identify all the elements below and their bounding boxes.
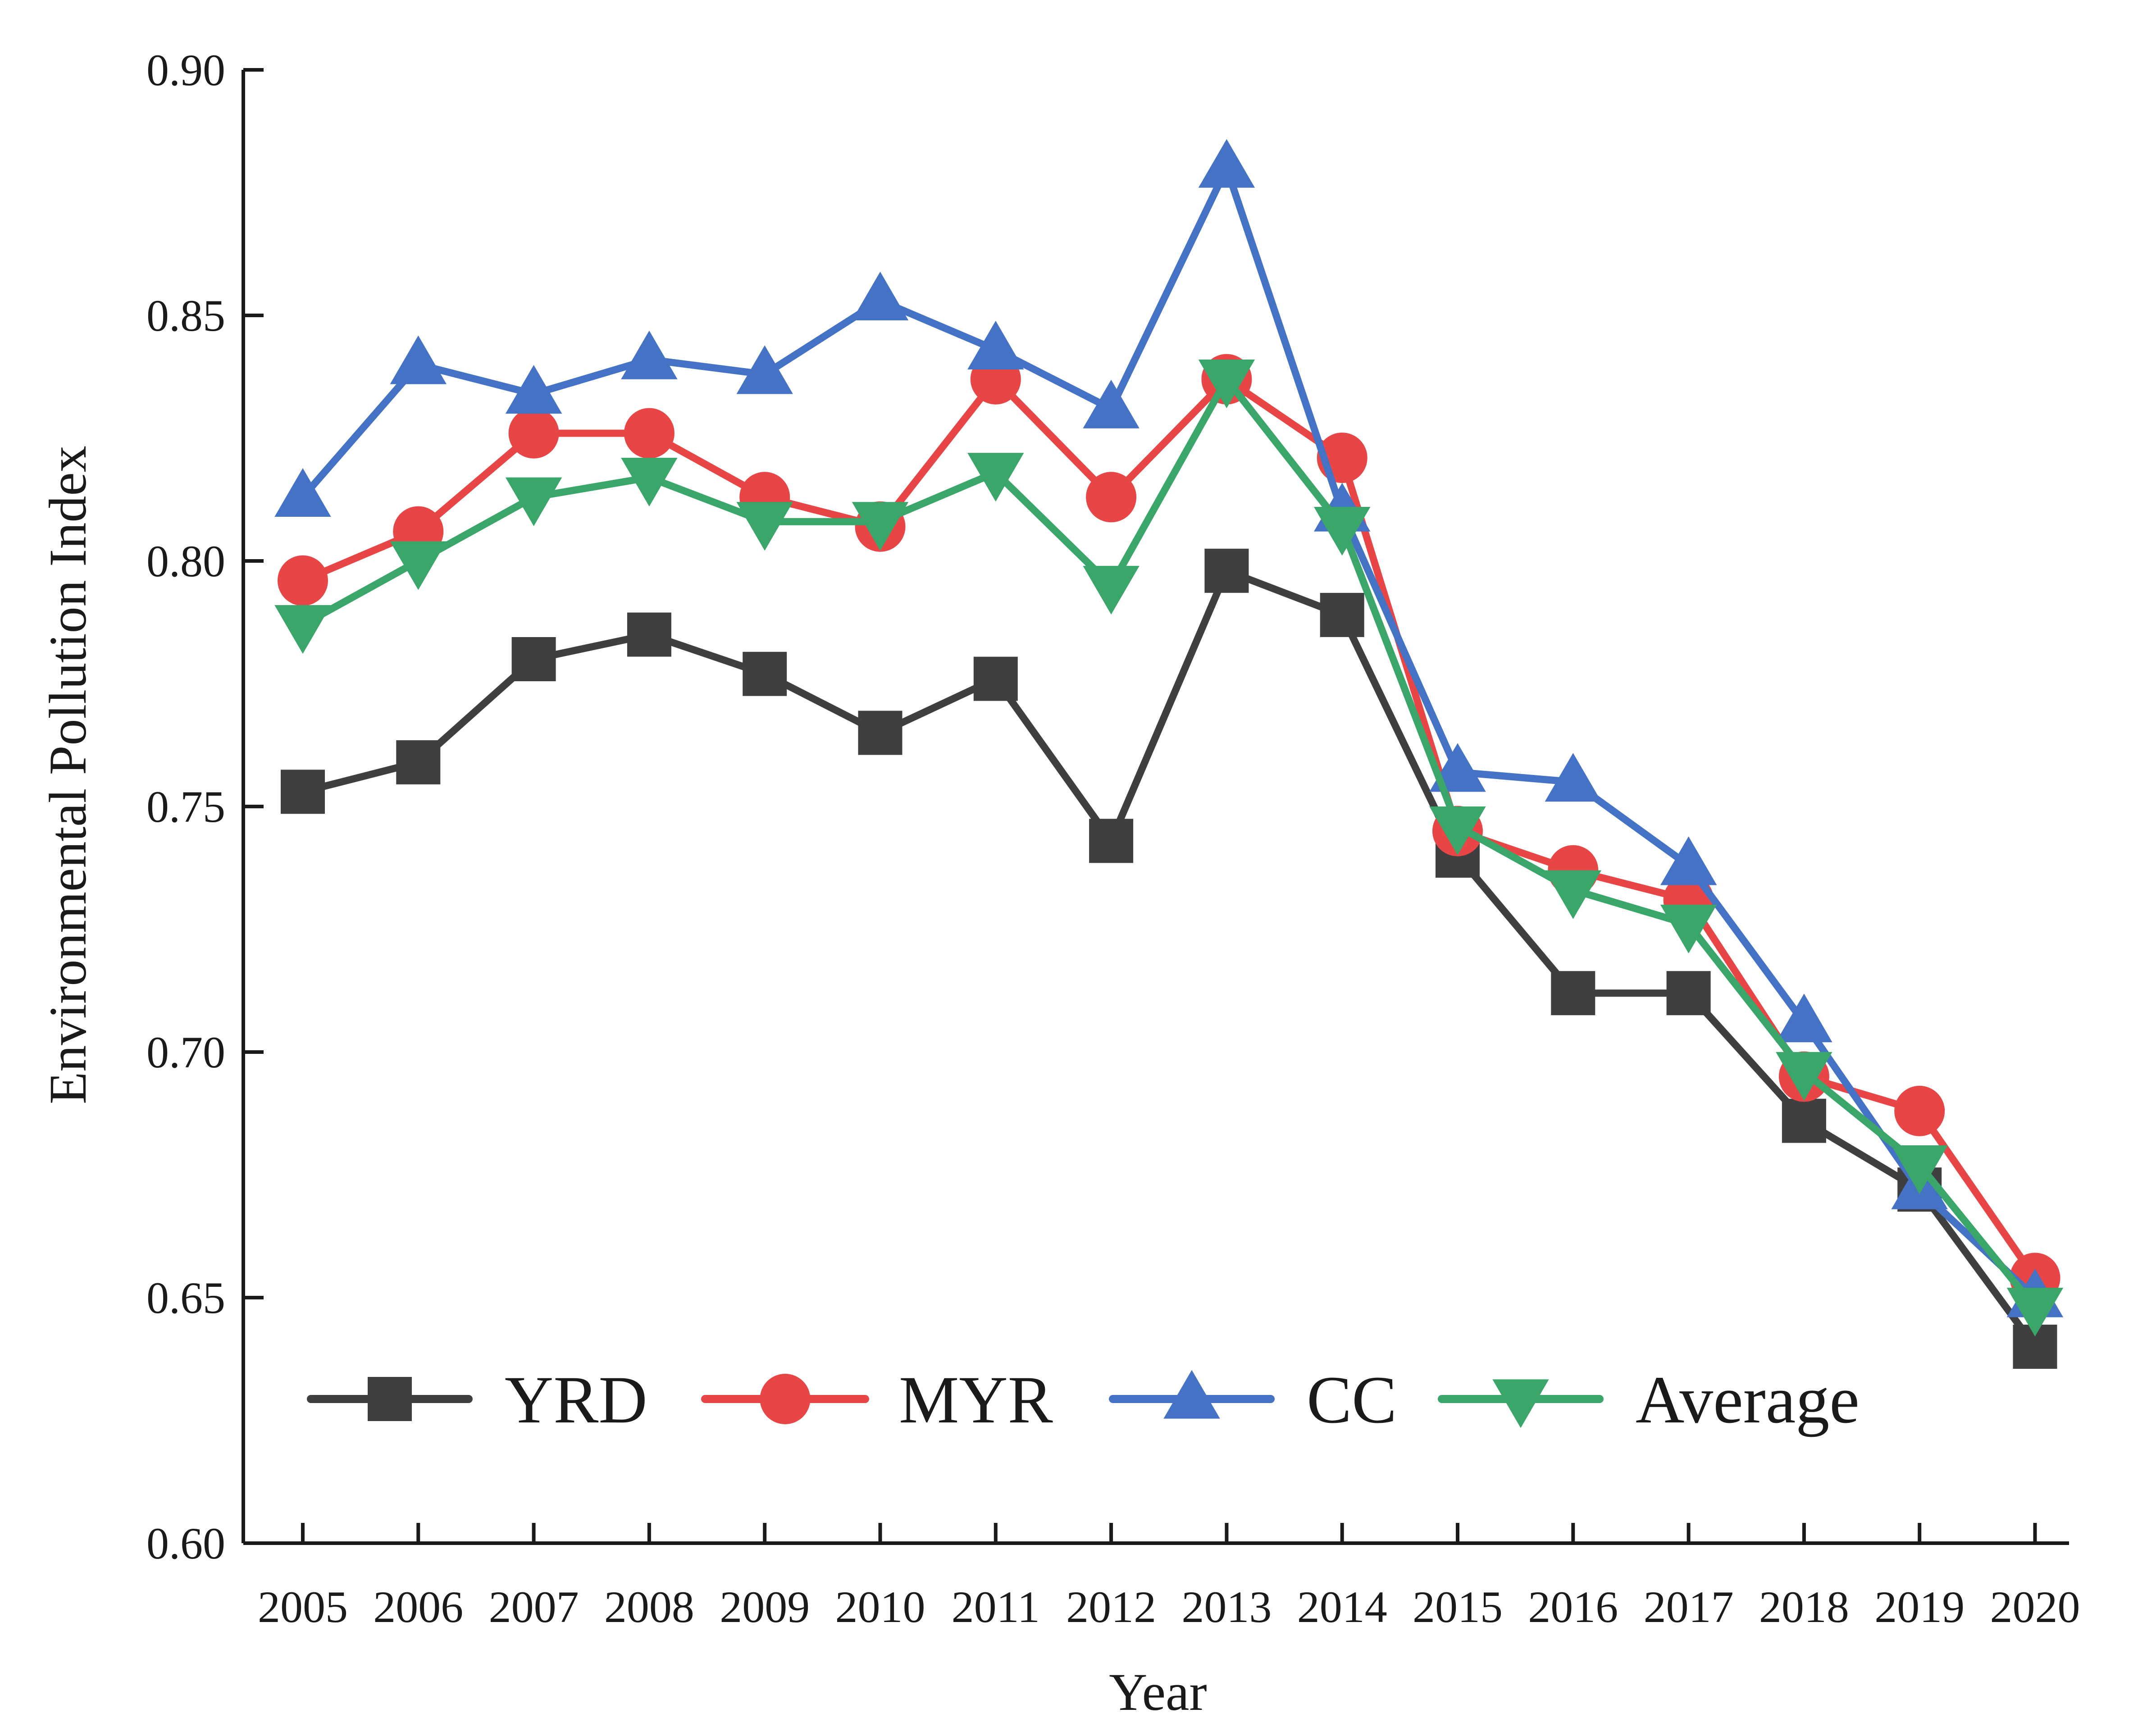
- data-point-average: [274, 605, 331, 654]
- axes: [242, 70, 2069, 1545]
- x-tick-label: 2015: [1413, 1582, 1503, 1632]
- legend-item-myr: MYR: [701, 1362, 1053, 1437]
- data-point-average: [2006, 1288, 2064, 1337]
- data-point-yrd: [1666, 971, 1711, 1016]
- data-point-yrd: [858, 711, 903, 755]
- data-point-yrd: [1089, 819, 1134, 863]
- y-tick-label: 0.80: [146, 536, 225, 586]
- series-line-average: [299, 375, 2039, 1311]
- y-tick-label: 0.85: [146, 291, 225, 341]
- x-tick-label: 2009: [720, 1582, 810, 1632]
- legend-label-yrd: YRD: [505, 1362, 647, 1437]
- data-point-average: [505, 477, 562, 526]
- data-point-yrd: [1204, 548, 1249, 593]
- data-point-yrd: [973, 656, 1018, 701]
- data-point-yrd: [743, 652, 787, 696]
- x-tick-label: 2006: [373, 1582, 463, 1632]
- data-point-yrd: [627, 612, 671, 657]
- data-point-average: [1660, 904, 1717, 953]
- x-tick-label: 2013: [1181, 1582, 1272, 1632]
- data-point-average: [1083, 565, 1140, 615]
- data-point-average: [736, 502, 793, 551]
- series-line-cc: [299, 164, 2039, 1301]
- y-tick-label: 0.60: [146, 1518, 225, 1568]
- legend-marker-average: [1492, 1379, 1549, 1428]
- x-tick-label: 2020: [1990, 1582, 2080, 1632]
- legend-label-average: Average: [1636, 1362, 1860, 1437]
- series-line-myr: [299, 375, 2039, 1282]
- data-point-average: [1313, 507, 1371, 556]
- y-ticks: 0.60 0.65 0.70 0.75 0.80 0.85 0.90: [146, 45, 264, 1568]
- data-point-cc: [274, 468, 331, 517]
- data-point-cc: [1198, 139, 1255, 188]
- data-point-average: [621, 458, 678, 507]
- data-point-myr: [624, 408, 675, 459]
- data-point-yrd: [1551, 971, 1595, 1016]
- data-point-average: [390, 541, 447, 590]
- x-tick-label: 2014: [1297, 1582, 1387, 1632]
- x-ticks: 2005 2006 2007 2008 2009 2010 2011 2012 2013 2014…: [258, 1523, 2080, 1632]
- data-point-yrd: [281, 770, 325, 814]
- data-point-cc: [1545, 753, 1602, 802]
- y-tick-label: 0.75: [146, 782, 225, 832]
- data-point-average: [852, 502, 909, 551]
- legend-marker-myr: [760, 1374, 811, 1424]
- data-point-yrd: [1782, 1098, 1826, 1143]
- data-point-average: [1198, 360, 1255, 409]
- data-point-cc: [1660, 836, 1717, 885]
- legend-item-yrd: YRD: [307, 1362, 647, 1437]
- data-point-average: [1891, 1145, 1948, 1194]
- data-point-myr: [1894, 1085, 1945, 1136]
- x-tick-label: 2018: [1759, 1582, 1849, 1632]
- x-tick-label: 2008: [604, 1582, 694, 1632]
- legend-label-cc: CC: [1307, 1362, 1397, 1437]
- data-point-average: [1776, 1052, 1832, 1101]
- y-tick-label: 0.70: [146, 1027, 225, 1077]
- data-point-yrd: [396, 740, 441, 784]
- data-point-cc: [967, 320, 1024, 369]
- x-tick-label: 2017: [1644, 1582, 1734, 1632]
- data-point-myr: [278, 555, 328, 606]
- y-axis-title: Environmental Pollution Index: [38, 446, 97, 1104]
- data-point-yrd: [1320, 592, 1364, 637]
- x-tick-label: 2005: [258, 1582, 348, 1632]
- data-point-cc: [621, 330, 678, 379]
- data-point-myr: [508, 408, 559, 459]
- x-tick-label: 2019: [1874, 1582, 1965, 1632]
- x-tick-label: 2011: [952, 1582, 1040, 1632]
- x-tick-label: 2016: [1528, 1582, 1618, 1632]
- data-point-cc: [505, 365, 562, 414]
- x-axis-title: Year: [1109, 1663, 1207, 1722]
- x-tick-label: 2007: [489, 1582, 579, 1632]
- series-average: [274, 360, 2064, 1337]
- legend-marker-cc: [1163, 1370, 1220, 1419]
- data-point-cc: [390, 335, 447, 384]
- data-point-average: [967, 453, 1024, 502]
- legend-item-average: Average: [1438, 1362, 1860, 1437]
- data-point-cc: [736, 345, 793, 394]
- series-yrd: [281, 548, 2057, 1369]
- x-tick-label: 2010: [835, 1582, 925, 1632]
- data-point-cc: [1776, 993, 1832, 1043]
- data-point-myr: [1086, 472, 1137, 523]
- series-layer: [274, 139, 2064, 1369]
- data-point-average: [1545, 870, 1602, 919]
- legend-item-cc: CC: [1109, 1362, 1397, 1437]
- y-tick-label: 0.90: [146, 45, 225, 95]
- legend-marker-yrd: [368, 1377, 412, 1421]
- series-line-yrd: [299, 567, 2039, 1350]
- legend: YRD MYR CC Average: [307, 1362, 1860, 1437]
- data-point-cc: [1083, 379, 1140, 428]
- legend-label-myr: MYR: [899, 1362, 1053, 1437]
- data-point-average: [1429, 806, 1486, 855]
- data-point-cc: [852, 271, 909, 320]
- x-tick-label: 2012: [1066, 1582, 1156, 1632]
- y-tick-label: 0.65: [146, 1273, 225, 1323]
- data-point-yrd: [511, 637, 556, 681]
